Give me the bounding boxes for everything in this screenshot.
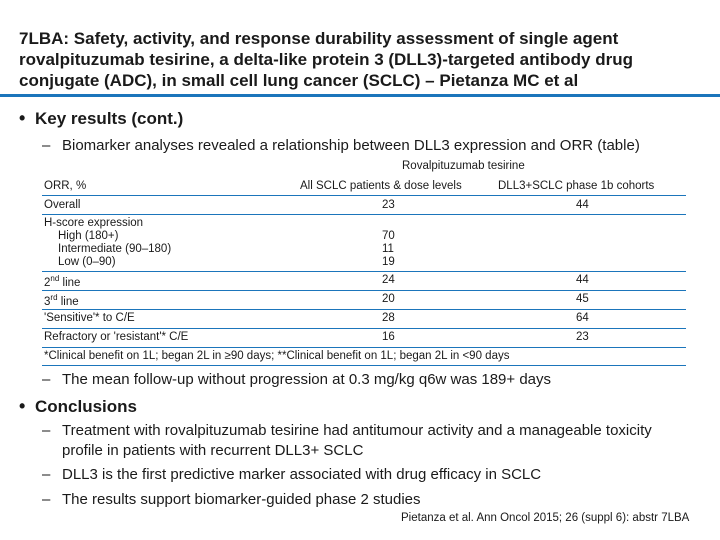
dash-mark: – [42, 491, 51, 508]
bullet-key-results: • Key results (cont.) [19, 108, 183, 129]
conclusion-1-text-b: profile in patients with recurrent DLL3+… [62, 442, 364, 459]
cell-v1: 19 [382, 256, 395, 268]
cell-label: H-score expression [44, 217, 144, 229]
cell-v1: 20 [382, 293, 395, 305]
bullet-dot: • [19, 108, 26, 128]
group-header: Rovalpituzumab tesirine [402, 160, 525, 172]
sub-followup-text: The mean follow-up without progression a… [62, 371, 552, 388]
cell-label: Refractory or 'resistant'* C/E [44, 331, 189, 343]
table-line [42, 271, 686, 272]
dash-mark: – [42, 422, 51, 439]
cell-v2: 45 [576, 293, 589, 305]
header-all-sclc: All SCLC patients & dose levels [300, 180, 462, 192]
table-line [42, 290, 686, 291]
table-line [42, 365, 686, 366]
dash-mark: – [42, 371, 51, 388]
sub-biomarker-text: Biomarker analyses revealed a relationsh… [62, 137, 640, 154]
cell-v1: 70 [382, 230, 395, 242]
conclusion-3: – The results support biomarker-guided ph… [42, 490, 707, 510]
cell-label-rest: line [59, 276, 81, 289]
cell-v2: 23 [576, 331, 589, 343]
title-divider [0, 94, 720, 97]
table-line [42, 214, 686, 215]
conclusion-2-text: DLL3 is the first predictive marker asso… [62, 466, 542, 483]
table-line [42, 309, 686, 310]
table-line [42, 347, 686, 348]
dash-mark: – [42, 466, 51, 483]
cell-label: Intermediate (90–180) [58, 243, 172, 255]
conclusion-1-text-a: Treatment with rovalpituzumab tesirine h… [62, 422, 652, 439]
bullet-key-results-label: Key results (cont.) [35, 109, 184, 128]
cell-v2: 44 [576, 274, 589, 286]
cell-v1: 11 [382, 243, 394, 255]
conclusion-1: – Treatment with rovalpituzumab tesirine … [42, 421, 707, 461]
dash-mark: – [42, 137, 51, 154]
conclusion-3-text: The results support biomarker-guided pha… [62, 491, 421, 508]
cell-label-sup: rd [50, 293, 58, 302]
cell-label: 'Sensitive'* to C/E [44, 312, 135, 324]
table-line [42, 195, 686, 196]
header-dll3: DLL3+SCLC phase 1b cohorts [498, 180, 655, 192]
cell-label-num: 2 [44, 276, 51, 289]
cell-label-rest: line [57, 295, 79, 308]
sub-followup: – The mean follow-up without progression … [42, 370, 707, 390]
cell-label: Overall [44, 199, 81, 211]
cell-v1: 16 [382, 331, 395, 343]
cell-v1: 28 [382, 312, 395, 324]
sub-biomarker: – Biomarker analyses revealed a relations… [42, 136, 707, 156]
bullet-conclusions: • Conclusions [19, 396, 137, 417]
cell-label: Low (0–90) [58, 256, 116, 268]
cell-v1: 24 [382, 274, 395, 286]
bullet-conclusions-label: Conclusions [35, 397, 138, 416]
cell-label: 3rd line [44, 293, 79, 308]
conclusion-2: – DLL3 is the first predictive marker ass… [42, 465, 707, 485]
footnote-text: *Clinical benefit on 1L; began 2L in ≥90… [44, 350, 510, 362]
bullet-dot: • [19, 396, 26, 416]
cell-v2: 64 [576, 312, 589, 324]
cell-label: High (180+) [58, 230, 119, 242]
cell-v2: 44 [576, 199, 589, 211]
cell-label: 2nd line [44, 274, 80, 289]
citation-footer: Pietanza et al. Ann Oncol 2015; 26 (supp… [401, 512, 690, 524]
cell-v1: 23 [382, 199, 395, 211]
header-orr: ORR, % [44, 180, 87, 192]
cell-label-num: 3 [44, 295, 51, 308]
table-line [42, 328, 686, 329]
slide-title: 7LBA: Safety, activity, and response dur… [19, 29, 633, 90]
cell-label-sup: nd [50, 274, 60, 283]
